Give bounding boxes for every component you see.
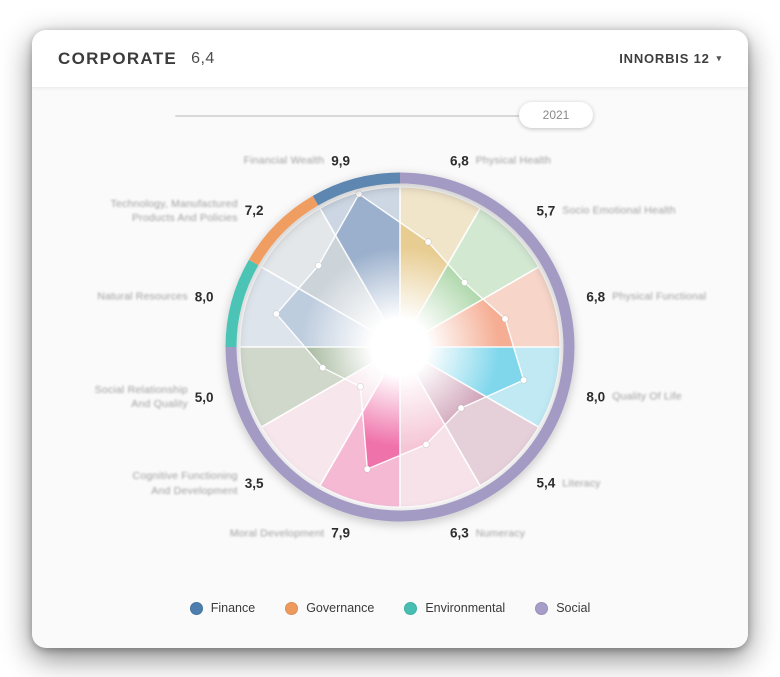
- value-dot: [314, 261, 323, 270]
- value-dot: [424, 238, 432, 246]
- card-header: CORPORATE 6,4 INNORBIS 12 ▾: [32, 30, 748, 88]
- legend-item-governance[interactable]: Governance: [285, 601, 374, 615]
- category-value: 3,5: [244, 475, 264, 491]
- category-value: 5,7: [536, 203, 556, 219]
- category-value: 5,0: [194, 389, 214, 405]
- ring-finance: [312, 172, 401, 206]
- legend-item-environmental[interactable]: Environmental: [404, 601, 505, 615]
- category-value: 7,9: [331, 525, 351, 541]
- value-dot: [356, 382, 365, 391]
- category-value: 7,2: [244, 203, 264, 219]
- year-slider-handle[interactable]: 2021: [519, 102, 593, 128]
- category-value: 6,8: [449, 153, 469, 169]
- dashboard-card: CORPORATE 6,4 INNORBIS 12 ▾ 2021 6,8 Phys…: [32, 30, 748, 648]
- category-name: Socio Emotional Health: [562, 204, 676, 217]
- label-moral-development: Moral Development 7,9: [230, 526, 350, 541]
- legend-item-social[interactable]: Social: [535, 601, 590, 615]
- legend-label: Environmental: [425, 601, 506, 615]
- category-name: Natural Resources: [97, 290, 188, 303]
- category-value: 6,8: [586, 289, 606, 305]
- value-dot: [363, 465, 371, 473]
- category-name: Social Relationship And Quality: [94, 383, 188, 410]
- value-dot: [355, 190, 363, 198]
- category-name: Physical Functional: [612, 290, 707, 303]
- company-dropdown-label: INNORBIS 12: [619, 51, 710, 66]
- ring-social: [225, 172, 575, 522]
- label-cognitive-functioning-and-development: Cognitive Functioning And Development 3,5: [133, 469, 264, 497]
- company-dropdown[interactable]: INNORBIS 12 ▾: [619, 51, 722, 66]
- value-dot: [457, 404, 465, 412]
- wheel-chart[interactable]: [32, 30, 748, 648]
- label-quality-of-life: 8,0 Quality Of Life: [586, 389, 681, 404]
- label-technology-manufactured-products-and-policies: Technology, Manufactured Products And Pol…: [111, 196, 264, 224]
- value-dot: [520, 376, 528, 384]
- year-slider-track[interactable]: [175, 115, 592, 117]
- value-dot: [460, 278, 469, 287]
- label-literacy: 5,4 Literacy: [536, 476, 600, 491]
- year-label: 2021: [542, 108, 570, 122]
- category-value: 9,9: [331, 153, 351, 169]
- value-dot: [422, 440, 430, 448]
- chart-area: 6,8 Physical Health 5,7 Socio Emotional Hea…: [32, 30, 748, 648]
- category-name: Financial Wealth: [243, 154, 325, 167]
- value-dot: [319, 364, 327, 372]
- category-name: Literacy: [562, 477, 601, 490]
- legend-dot-social: [535, 601, 549, 615]
- chevron-down-icon: ▾: [716, 53, 722, 63]
- category-value: 6,3: [449, 525, 469, 541]
- legend-dot-finance: [189, 601, 203, 615]
- label-physical-health: 6,8 Physical Health: [450, 153, 551, 168]
- category-value: 8,0: [194, 289, 214, 305]
- ring-governance: [248, 195, 319, 266]
- category-name: Technology, Manufactured Products And Pol…: [110, 197, 238, 224]
- ring-environmental: [225, 259, 259, 348]
- value-dot: [501, 315, 509, 323]
- label-numeracy: 6,3 Numeracy: [450, 526, 525, 541]
- category-name: Numeracy: [475, 527, 526, 540]
- category-name: Quality Of Life: [612, 390, 682, 403]
- category-name: Cognitive Functioning And Development: [132, 470, 238, 497]
- category-name: Physical Health: [475, 154, 552, 167]
- chart-legend: Finance Governance Environmental Social: [32, 601, 748, 615]
- label-socio-emotional-health: 5,7 Socio Emotional Health: [536, 203, 675, 218]
- legend-dot-governance: [285, 601, 299, 615]
- legend-label: Finance: [210, 601, 256, 615]
- label-natural-resources: Natural Resources 8,0: [97, 290, 213, 305]
- label-physical-functional: 6,8 Physical Functional: [586, 290, 706, 305]
- category-value: 8,0: [586, 389, 606, 405]
- category-name: Moral Development: [229, 527, 325, 540]
- legend-item-finance[interactable]: Finance: [189, 601, 256, 615]
- label-financial-wealth: Financial Wealth 9,9: [244, 153, 350, 168]
- page-title: CORPORATE: [58, 48, 178, 68]
- category-value: 5,4: [536, 475, 556, 491]
- label-social-relationship-and-quality: Social Relationship And Quality 5,0: [95, 383, 214, 411]
- legend-label: Governance: [306, 601, 375, 615]
- overall-score: 6,4: [191, 49, 215, 67]
- legend-dot-environmental: [404, 601, 418, 615]
- value-dot: [272, 310, 280, 318]
- legend-label: Social: [556, 601, 591, 615]
